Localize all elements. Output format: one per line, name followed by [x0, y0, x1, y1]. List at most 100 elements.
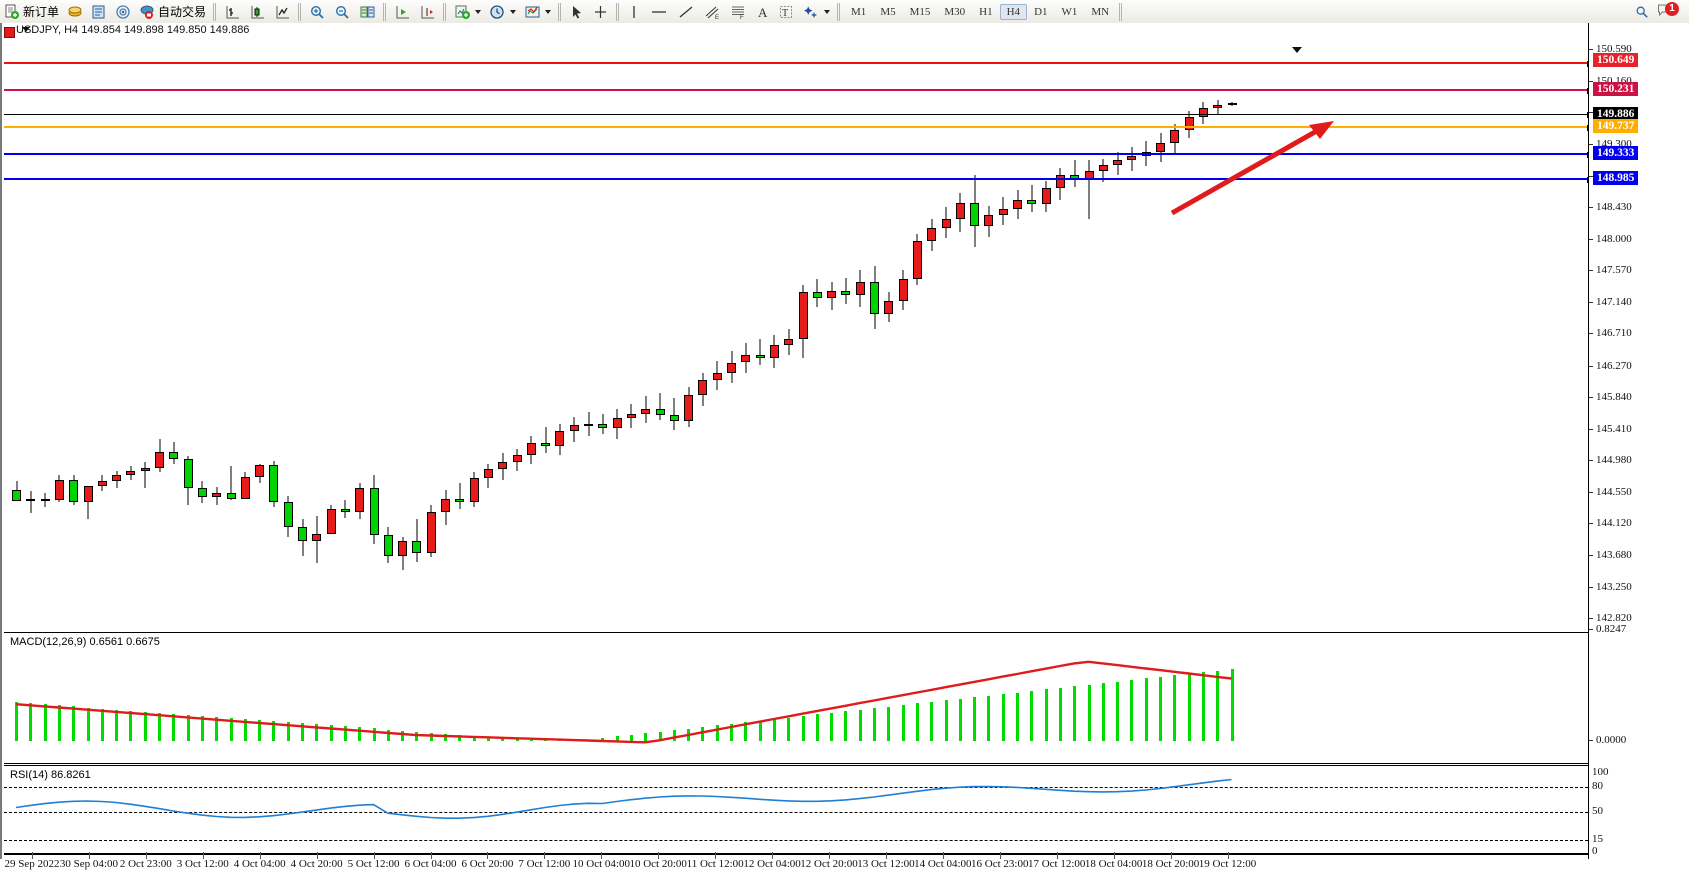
price-axis[interactable]: 150.590150.160149.730149.300148.860148.4… — [1588, 23, 1689, 859]
time-tick-mark — [430, 852, 432, 859]
auto-trading-button[interactable]: 自动交易 — [135, 1, 210, 22]
candle-wick — [144, 462, 146, 489]
add-indicator-button[interactable] — [450, 1, 485, 22]
price-tag[interactable]: 150.649 — [1593, 53, 1639, 67]
text-tool-button[interactable]: A — [751, 1, 774, 22]
candlestick-chart-button[interactable] — [245, 1, 270, 22]
chart-grid-button[interactable] — [355, 1, 380, 22]
candle-body — [12, 489, 21, 501]
price-tag[interactable]: 149.737 — [1593, 119, 1639, 133]
macd-histogram-bar — [1001, 694, 1005, 741]
candle-body — [498, 462, 508, 470]
macd-histogram-bar — [1030, 690, 1034, 741]
horizontal-line-tool-button[interactable] — [645, 1, 673, 22]
price-tag[interactable]: 150.231 — [1593, 82, 1639, 96]
price-level-line[interactable] — [4, 125, 1588, 131]
macd-histogram-bar — [1058, 687, 1062, 741]
price-level-line[interactable] — [4, 61, 1588, 67]
macd-histogram-bar — [1087, 684, 1091, 741]
auto-scroll-button[interactable] — [415, 1, 440, 22]
candle-body — [69, 479, 79, 503]
candlestick — [326, 25, 336, 629]
timeframe-mn[interactable]: MN — [1091, 5, 1110, 18]
fibonacci-tool-button[interactable]: F — [725, 1, 751, 22]
chart-collapse-icon[interactable] — [22, 27, 30, 32]
candlestick — [1055, 25, 1065, 629]
chevron-down-icon[interactable] — [475, 9, 482, 14]
coins-icon — [68, 6, 82, 16]
candlestick — [512, 25, 522, 629]
macd-histogram-bar — [887, 706, 891, 741]
text-label-tool-button[interactable]: T — [774, 1, 798, 22]
macd-histogram-bar — [444, 733, 447, 741]
zoom-out-button[interactable] — [330, 1, 355, 22]
price-tick: 142.820 — [1589, 612, 1632, 624]
chevron-down-icon[interactable] — [824, 9, 831, 14]
timeframe-m5[interactable]: M5 — [880, 5, 896, 18]
level-anchor-handle[interactable] — [1587, 152, 1588, 158]
price-level-line[interactable] — [4, 177, 1588, 183]
trendline-tool-button[interactable] — [673, 1, 699, 22]
macd-histogram-bar — [730, 723, 733, 741]
zoom-in-button[interactable] — [305, 1, 330, 22]
candle-wick — [1088, 160, 1090, 219]
macd-pane[interactable]: MACD(12,26,9) 0.6561 0.6675 — [4, 632, 1588, 764]
timeframe-m1[interactable]: M1 — [851, 5, 867, 18]
templates-button[interactable] — [520, 1, 555, 22]
notification-wrapper[interactable]: 1 — [1657, 1, 1679, 21]
shapes-tool-button[interactable] — [798, 1, 834, 22]
market-watch-button[interactable] — [87, 1, 111, 22]
toolbar-separator — [1119, 2, 1124, 21]
timeframe-m30[interactable]: M30 — [944, 5, 966, 18]
search-button[interactable] — [1631, 1, 1653, 22]
shift-end-button[interactable] — [390, 1, 415, 22]
price-tag[interactable]: 149.886 — [1593, 107, 1639, 121]
cursor-tool-button[interactable] — [565, 1, 588, 22]
macd-histogram-bar — [515, 738, 519, 741]
price-level-line[interactable] — [4, 152, 1588, 158]
level-anchor-handle[interactable] — [1587, 88, 1588, 94]
timeframe-m15[interactable]: M15 — [909, 5, 931, 18]
time-axis[interactable]: 29 Sep 2022 30 Sep 04:00 2 Oct 23:00 3 Oct … — [4, 852, 1588, 881]
level-anchor-handle[interactable] — [1587, 61, 1588, 67]
price-tick: 144.550 — [1589, 486, 1632, 498]
equidistant-channel-button[interactable]: E — [699, 1, 725, 22]
price-pane[interactable] — [4, 25, 1588, 629]
candlestick — [741, 25, 751, 629]
grid-icon — [360, 6, 375, 17]
price-level-line[interactable] — [4, 112, 1588, 118]
timeframe-w1[interactable]: W1 — [1061, 5, 1078, 18]
candle-body — [569, 425, 579, 432]
rsi-line — [15, 778, 1232, 819]
price-tag[interactable]: 149.333 — [1593, 146, 1639, 160]
new-order-button[interactable]: 新订单 — [0, 1, 63, 22]
period-button[interactable] — [485, 1, 520, 22]
price-level-line[interactable] — [4, 88, 1588, 94]
rsi-pane[interactable]: RSI(14) 86.8261 — [4, 765, 1588, 855]
chevron-down-icon[interactable] — [545, 9, 552, 14]
line-chart-button[interactable] — [270, 1, 295, 22]
price-tag[interactable]: 148.985 — [1593, 171, 1639, 185]
time-tick-mark — [316, 852, 318, 859]
candlestick — [798, 25, 808, 629]
level-anchor-handle[interactable] — [1587, 177, 1588, 183]
level-anchor-handle[interactable] — [1587, 125, 1588, 131]
timeframe-h1[interactable]: H1 — [979, 5, 993, 18]
macd-histogram-bar — [787, 717, 791, 741]
crosshair-tool-button[interactable] — [588, 1, 613, 22]
wallet-button[interactable] — [63, 1, 87, 22]
notifications-button[interactable]: 1 — [1653, 1, 1683, 22]
vertical-line-tool-button[interactable] — [623, 1, 645, 22]
timeframe-d1[interactable]: D1 — [1034, 5, 1048, 18]
bar-chart-button[interactable] — [220, 1, 245, 22]
candle-body — [455, 498, 465, 502]
candle-body — [698, 380, 708, 395]
chart-window[interactable]: USDJPY, H4 149.854 149.898 149.850 149.8… — [0, 23, 1689, 870]
timeframe-h4[interactable]: H4 — [999, 3, 1028, 20]
rsi-tick-label: 0 — [1592, 845, 1598, 857]
candle-body — [40, 499, 50, 502]
chevron-down-icon[interactable] — [510, 9, 517, 14]
level-anchor-handle[interactable] — [1587, 112, 1588, 118]
macd-histogram-bar — [1230, 668, 1234, 741]
signals-button[interactable] — [111, 1, 135, 22]
